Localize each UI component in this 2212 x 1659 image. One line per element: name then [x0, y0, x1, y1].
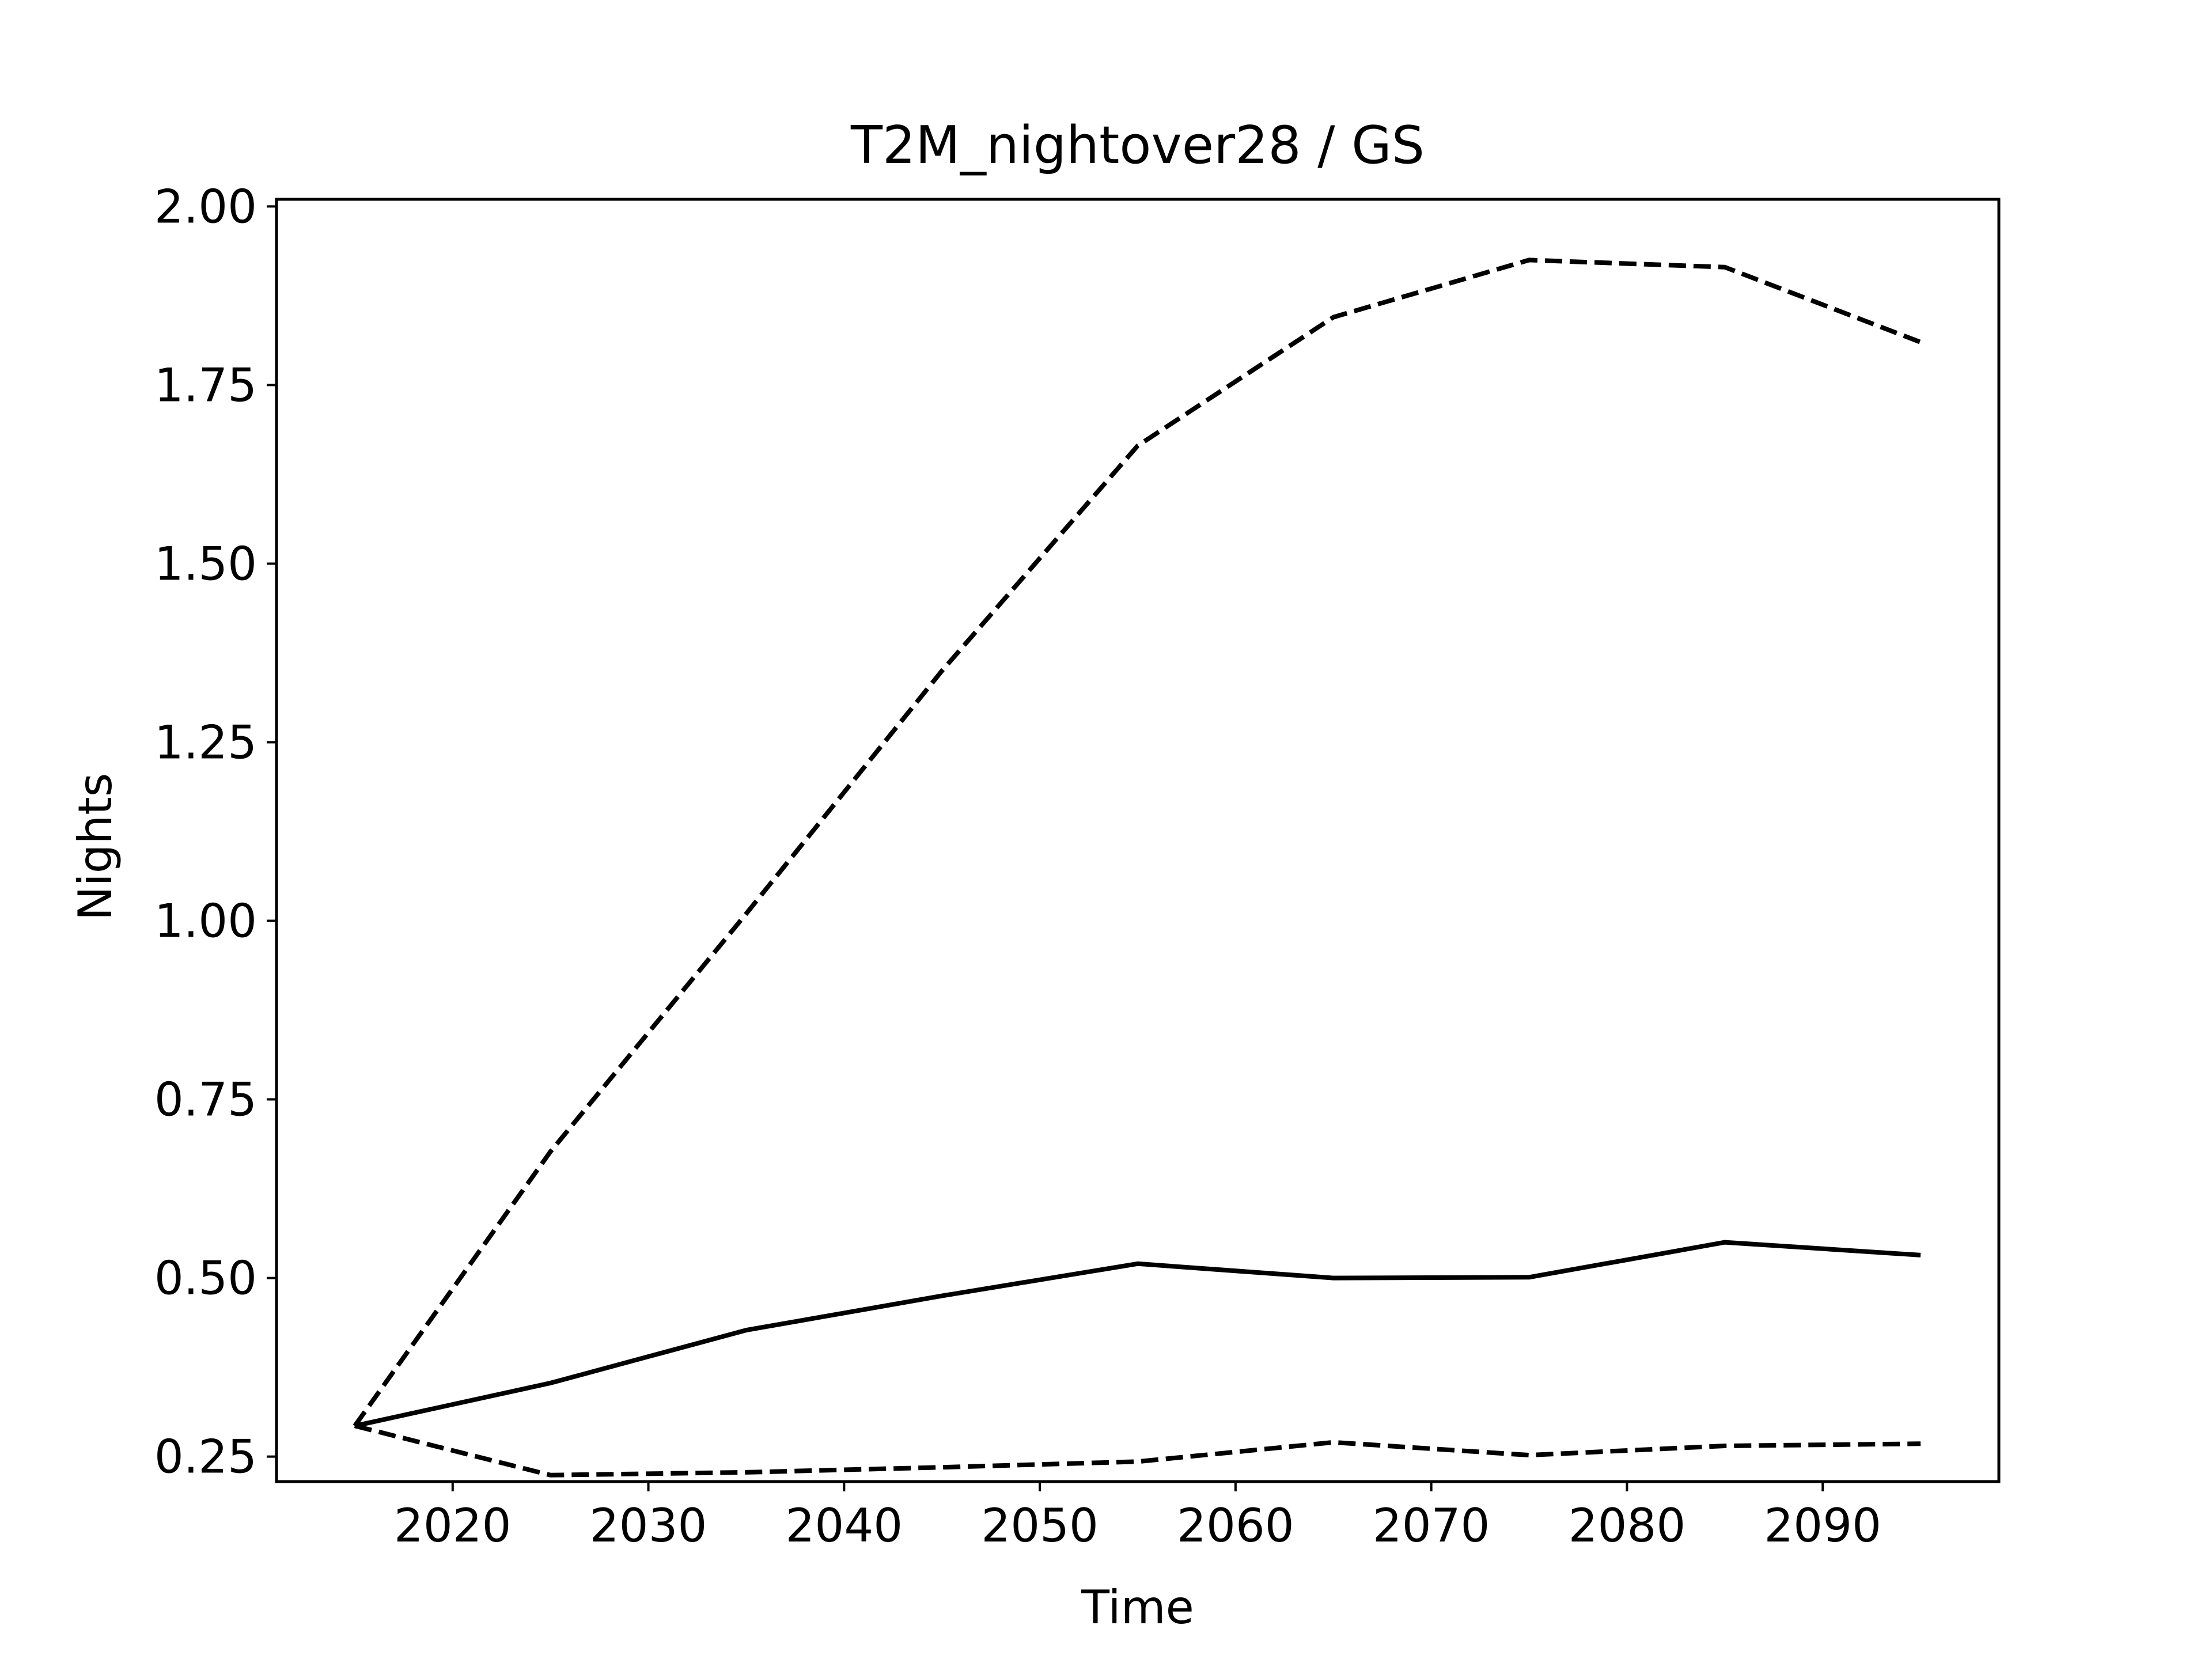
y-axis: 0.25 0.50 0.75 1.00 1.25 1.50 1.75 2.00 — [154, 180, 276, 1484]
y-tick-label: 2.00 — [154, 180, 257, 233]
series-group — [353, 257, 1922, 1478]
series-line-2 — [353, 257, 1922, 1427]
chart-title: T2M_nightover28 / GS — [850, 115, 1425, 176]
y-tick-label: 1.25 — [154, 715, 257, 769]
x-axis-label: Time — [1081, 1581, 1194, 1634]
y-tick-label: 0.25 — [154, 1430, 257, 1484]
x-tick-label: 2020 — [394, 1499, 512, 1552]
y-axis-label: Nights — [69, 773, 122, 921]
x-tick-label: 2060 — [1177, 1499, 1294, 1552]
x-tick-label: 2030 — [590, 1499, 707, 1552]
x-tick-label: 2040 — [786, 1499, 903, 1552]
x-tick-label: 2050 — [981, 1499, 1099, 1552]
x-tick-label: 2090 — [1764, 1499, 1881, 1552]
x-tick-label: 2080 — [1569, 1499, 1686, 1552]
plot-frame — [275, 198, 2001, 1483]
x-tick-label: 2070 — [1373, 1499, 1490, 1552]
y-tick-label: 0.75 — [154, 1073, 257, 1127]
y-tick-label: 1.00 — [154, 895, 257, 948]
y-tick-label: 0.50 — [154, 1252, 257, 1305]
y-tick-label: 1.50 — [154, 537, 257, 590]
series-line-1 — [354, 1240, 1921, 1429]
y-tick-label: 1.75 — [154, 358, 257, 412]
x-axis: 2020 2030 2040 2050 2060 2070 2080 2090 — [394, 1482, 1881, 1552]
